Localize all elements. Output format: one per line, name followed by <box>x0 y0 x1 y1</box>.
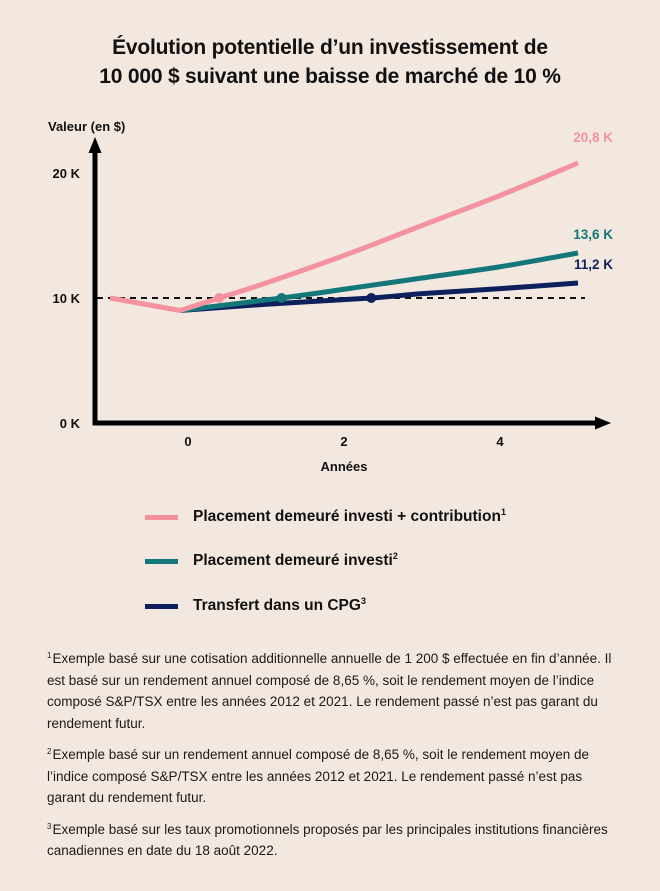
end-label-invested: 13,6 K <box>573 227 613 242</box>
x-axis-arrow-icon <box>595 416 611 430</box>
legend-item-invested: Placement demeuré investi2 <box>145 549 565 573</box>
end-labels: 11,2 K 13,6 K 20,8 K <box>573 130 613 272</box>
legend-item-gic: Transfert dans un CPG3 <box>145 594 565 618</box>
x-tick-label: 4 <box>496 434 504 449</box>
recovery-marker-contribution <box>214 293 225 303</box>
y-axis-label: Valeur (en $) <box>48 119 125 134</box>
legend-swatch-invested <box>145 559 178 564</box>
legend-item-contribution: Placement demeuré investi + contribution… <box>145 505 565 529</box>
y-axis-arrow-icon <box>88 137 102 153</box>
footnote-2: 2Exemple basé sur un rendement annuel co… <box>47 747 590 805</box>
y-tick-label: 20 K <box>53 166 81 181</box>
end-label-gic: 11,2 K <box>574 257 613 272</box>
series-line-invested <box>179 250 579 313</box>
y-tick-label: 0 K <box>60 416 81 431</box>
legend-swatch-gic <box>145 604 178 609</box>
chart-title-line-1: Évolution potentielle d’un investissemen… <box>112 36 548 59</box>
chart-title-line-2: 10 000 $ suivant une baisse de marché de… <box>99 65 561 88</box>
legend-label: Placement demeuré investi2 <box>193 551 398 570</box>
x-tick-label: 0 <box>184 434 191 449</box>
line-chart: Valeur (en $) 0 K 10 K 20 K 0 2 4 Années 11,… <box>48 119 613 474</box>
footnote-3: 3Exemple basé sur les taux promotionnels… <box>47 821 608 859</box>
recovery-marker-gic <box>366 293 377 303</box>
x-tick-label: 2 <box>340 434 347 449</box>
footnotes: 1Exemple basé sur une cotisation additio… <box>47 648 622 872</box>
legend-label: Placement demeuré investi + contribution… <box>193 507 506 526</box>
recovery-marker-invested <box>276 293 287 303</box>
legend-swatch-contribution <box>145 515 178 520</box>
x-axis-label: Années <box>321 459 368 474</box>
series-line-gic <box>180 280 579 313</box>
y-tick-label: 10 K <box>53 291 81 306</box>
x-tick-labels: 0 2 4 <box>184 434 504 449</box>
chart-title: Évolution potentielle d’un investissemen… <box>0 33 660 91</box>
axes <box>88 137 611 430</box>
end-label-contribution: 20,8 K <box>573 130 613 145</box>
legend-label: Transfert dans un CPG3 <box>193 596 366 615</box>
series-layer <box>109 160 579 313</box>
footnote-1: 1Exemple basé sur une cotisation additio… <box>47 651 612 731</box>
y-tick-labels: 0 K 10 K 20 K <box>53 166 81 431</box>
